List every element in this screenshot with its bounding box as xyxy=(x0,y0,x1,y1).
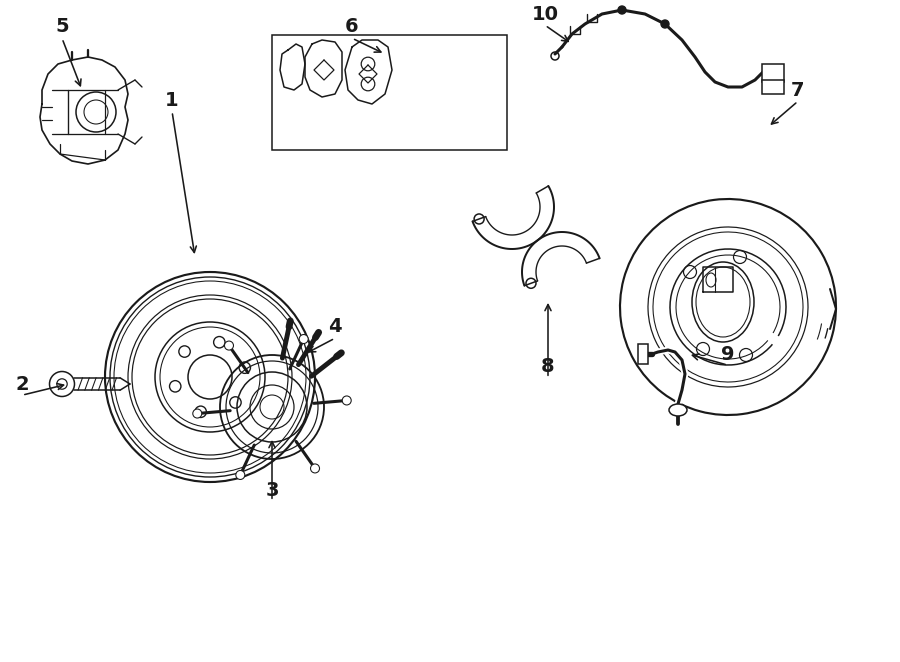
Text: 4: 4 xyxy=(328,318,342,336)
Text: 1: 1 xyxy=(166,91,179,109)
Ellipse shape xyxy=(669,404,687,416)
Text: 10: 10 xyxy=(532,5,559,23)
Circle shape xyxy=(193,409,202,418)
Bar xyxy=(272,35,507,150)
Circle shape xyxy=(299,334,308,344)
Text: 9: 9 xyxy=(721,344,734,363)
Text: 6: 6 xyxy=(346,17,359,36)
Text: 7: 7 xyxy=(791,81,805,99)
Text: 3: 3 xyxy=(266,481,279,500)
Circle shape xyxy=(224,341,233,350)
Circle shape xyxy=(661,20,669,28)
Bar xyxy=(762,64,784,82)
Bar xyxy=(762,80,784,94)
Bar xyxy=(638,344,648,364)
Circle shape xyxy=(342,396,351,405)
Text: 8: 8 xyxy=(541,357,554,377)
Circle shape xyxy=(310,464,320,473)
Text: 5: 5 xyxy=(55,17,68,36)
Circle shape xyxy=(618,6,626,14)
Text: 2: 2 xyxy=(15,375,29,393)
Circle shape xyxy=(236,471,245,479)
